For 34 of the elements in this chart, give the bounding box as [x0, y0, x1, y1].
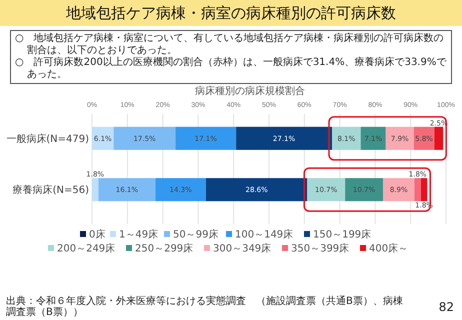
y-tick-label: 療養病床(N=56) — [12, 184, 90, 196]
legend-label: 1～49床 — [119, 228, 158, 240]
bar — [386, 126, 414, 150]
legend-label: 400床～ — [369, 242, 408, 254]
legend-label: 250～299床 — [135, 242, 194, 254]
source-note: 出典：令和６年度入院・外来医療等における実態調査 （施設調査票（共通B票）、病棟調査票（B票）） — [6, 296, 404, 318]
legend-label: 300～349床 — [213, 242, 272, 254]
legend-label: 150～199床 — [313, 228, 372, 240]
legend-label: 100～149床 — [235, 228, 294, 240]
legend-label: 200～249床 — [57, 242, 116, 254]
bar — [382, 178, 414, 202]
text: 82 — [438, 300, 454, 314]
legend-label: 50～99床 — [173, 228, 218, 240]
bar — [206, 178, 308, 202]
bar — [155, 178, 206, 202]
chart-subtitle: 病床種別の病床規模割合 — [195, 85, 305, 97]
legend-label: 0床 — [89, 228, 106, 240]
bar — [236, 126, 332, 150]
bar — [345, 178, 383, 202]
bar — [332, 126, 361, 150]
bar — [360, 126, 386, 150]
bar — [92, 178, 98, 202]
chart-title: 地域包括ケア病棟・病室の病床種別の許可病床数 — [0, 0, 462, 26]
bar — [420, 178, 428, 202]
bar — [176, 126, 236, 150]
bar — [434, 126, 444, 150]
text: ○ 許可病床数200以上の医療機関の割合（赤枠）は、一般病床で31.4%、療養病床で33.9%であった。 — [15, 57, 447, 81]
y-tick-label: 一般病床(N=479) — [6, 132, 90, 145]
bar — [114, 126, 176, 150]
legend-label: 350～399床 — [291, 242, 350, 254]
text: ○ 地域包括ケア病棟・病室について、有している地域包括ケア病棟・病床種別の許可病床数の割合は、以下のとおりであった。 — [15, 33, 445, 56]
bar — [98, 178, 156, 202]
bar — [307, 178, 346, 202]
bar — [414, 178, 421, 202]
